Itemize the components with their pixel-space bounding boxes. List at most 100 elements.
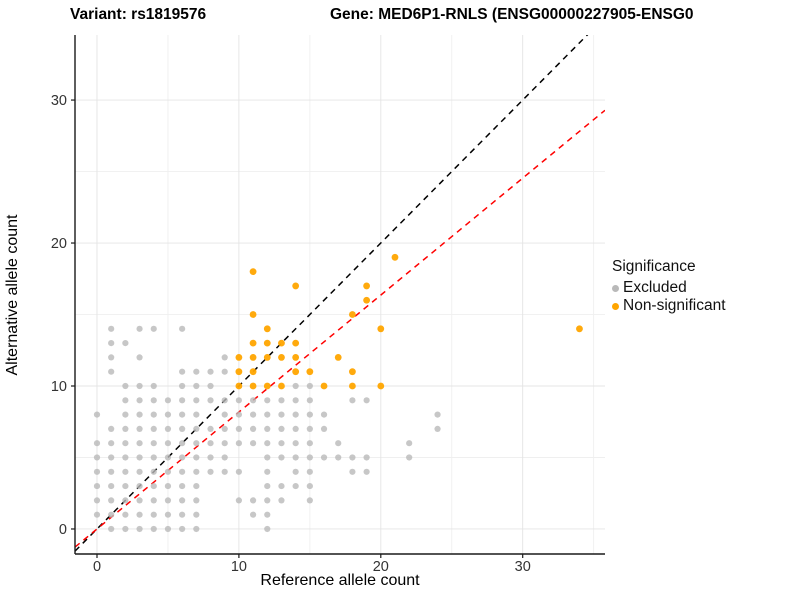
data-point-excluded bbox=[306, 468, 313, 475]
data-point-excluded bbox=[235, 497, 242, 504]
data-point-excluded bbox=[306, 382, 313, 390]
data-point-excluded bbox=[93, 497, 101, 504]
data-point-excluded bbox=[278, 497, 285, 504]
data-point-excluded bbox=[207, 368, 214, 375]
data-point-excluded bbox=[122, 511, 129, 518]
data-point-non-significant bbox=[292, 368, 300, 376]
data-point-non-significant bbox=[292, 354, 300, 361]
data-point-excluded bbox=[207, 425, 214, 432]
data-point-excluded bbox=[150, 497, 157, 504]
data-point-excluded bbox=[108, 425, 115, 432]
data-point-excluded bbox=[264, 454, 271, 461]
data-point-non-significant bbox=[320, 382, 328, 390]
data-point-excluded bbox=[221, 411, 228, 418]
data-point-excluded bbox=[164, 425, 172, 432]
data-point-non-significant bbox=[249, 382, 257, 390]
data-point-excluded bbox=[179, 497, 186, 504]
data-point-non-significant bbox=[249, 311, 257, 318]
data-point-excluded bbox=[122, 397, 129, 404]
data-point-excluded bbox=[150, 325, 157, 332]
legend-title: Significance bbox=[612, 258, 696, 275]
data-point-excluded bbox=[93, 482, 101, 490]
x-tick-label: 30 bbox=[515, 559, 531, 575]
plot-title-variant: Variant: rs1819576 bbox=[70, 6, 207, 23]
data-point-excluded bbox=[278, 482, 285, 490]
data-point-non-significant bbox=[349, 382, 356, 390]
data-point-excluded bbox=[193, 468, 200, 475]
data-point-excluded bbox=[108, 468, 115, 475]
data-point-excluded bbox=[292, 482, 299, 490]
data-point-non-significant bbox=[391, 253, 399, 261]
data-point-non-significant bbox=[263, 354, 271, 361]
data-point-excluded bbox=[363, 454, 370, 461]
data-point-excluded bbox=[108, 440, 115, 447]
y-tick-label: 10 bbox=[51, 379, 67, 395]
data-point-excluded bbox=[122, 411, 129, 418]
data-point-excluded bbox=[335, 454, 342, 461]
data-point-excluded bbox=[434, 411, 441, 418]
data-point-non-significant bbox=[377, 325, 385, 333]
data-point-non-significant bbox=[249, 268, 257, 276]
data-point-excluded bbox=[108, 482, 115, 490]
data-point-excluded bbox=[93, 440, 101, 447]
data-point-excluded bbox=[292, 397, 299, 404]
data-point-excluded bbox=[150, 454, 157, 461]
data-point-excluded bbox=[221, 354, 228, 361]
data-point-excluded bbox=[292, 468, 299, 475]
data-point-excluded bbox=[164, 525, 172, 533]
data-point-excluded bbox=[136, 482, 143, 490]
data-point-non-significant bbox=[278, 382, 285, 390]
data-point-excluded bbox=[264, 482, 271, 490]
x-axis-label: Reference allele count bbox=[260, 572, 420, 589]
data-point-excluded bbox=[207, 468, 214, 475]
data-point-excluded bbox=[122, 454, 129, 461]
data-point-excluded bbox=[235, 440, 242, 447]
data-point-excluded bbox=[349, 454, 356, 461]
data-point-excluded bbox=[264, 440, 271, 447]
data-point-non-significant bbox=[235, 354, 243, 361]
data-point-excluded bbox=[207, 397, 214, 404]
data-point-excluded bbox=[164, 511, 172, 518]
y-tick-label: 30 bbox=[51, 93, 67, 109]
data-point-excluded bbox=[193, 440, 200, 447]
data-point-excluded bbox=[278, 454, 285, 461]
data-point-non-significant bbox=[263, 325, 271, 333]
data-point-excluded bbox=[264, 468, 271, 475]
data-point-excluded bbox=[335, 440, 342, 447]
plot-title-gene: Gene: MED6P1-RNLS (ENSG00000227905-ENSG0 bbox=[330, 6, 694, 23]
data-point-excluded bbox=[406, 454, 413, 461]
data-point-excluded bbox=[235, 425, 242, 432]
data-point-excluded bbox=[164, 482, 172, 490]
data-point-non-significant bbox=[292, 282, 300, 290]
data-point-excluded bbox=[93, 454, 101, 461]
data-point-excluded bbox=[363, 468, 370, 475]
data-point-excluded bbox=[235, 411, 242, 418]
data-point-excluded bbox=[136, 454, 143, 461]
data-point-excluded bbox=[179, 511, 186, 518]
data-point-excluded bbox=[179, 425, 186, 432]
legend-swatch-excluded-icon bbox=[612, 284, 619, 292]
data-point-excluded bbox=[221, 454, 228, 461]
data-point-excluded bbox=[292, 454, 299, 461]
data-point-non-significant bbox=[349, 368, 356, 376]
data-point-excluded bbox=[108, 340, 115, 347]
data-point-excluded bbox=[93, 511, 101, 518]
expected-ratio-line bbox=[75, 109, 605, 548]
data-point-excluded bbox=[306, 454, 313, 461]
data-point-non-significant bbox=[278, 354, 285, 361]
data-point-excluded bbox=[150, 382, 157, 390]
data-point-excluded bbox=[264, 397, 271, 404]
data-point-excluded bbox=[136, 382, 143, 390]
data-point-non-significant bbox=[334, 354, 342, 361]
data-point-excluded bbox=[136, 354, 143, 361]
data-point-excluded bbox=[292, 425, 299, 432]
data-point-non-significant bbox=[249, 368, 257, 376]
data-point-excluded bbox=[108, 454, 115, 461]
data-point-excluded bbox=[434, 425, 441, 432]
data-point-excluded bbox=[306, 425, 313, 432]
legend-label-excluded: Excluded bbox=[623, 279, 687, 296]
data-point-excluded bbox=[193, 382, 200, 390]
data-point-excluded bbox=[136, 511, 143, 518]
data-point-excluded bbox=[150, 482, 157, 490]
